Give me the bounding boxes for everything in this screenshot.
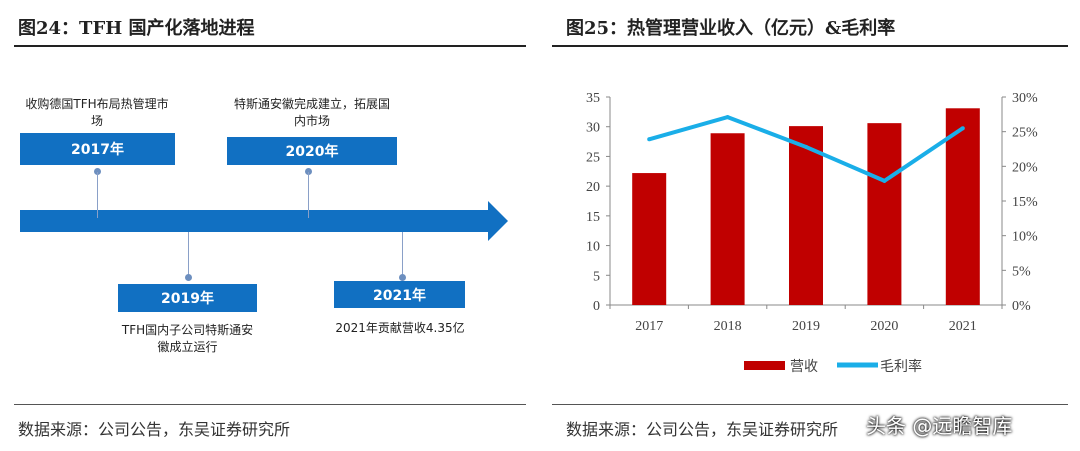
x-tick-label: 2018 bbox=[714, 319, 742, 334]
timeline-note-2020: 特斯通安徽完成建立，拓展国内市场 bbox=[233, 97, 390, 128]
timeline-stem bbox=[402, 232, 403, 276]
timeline-stem bbox=[308, 172, 309, 218]
left-title-rule bbox=[14, 45, 526, 47]
left-tick-label: 10 bbox=[586, 240, 600, 255]
left-tick-label: 30 bbox=[586, 121, 600, 136]
timeline-year-2021: 2021年 bbox=[334, 281, 465, 308]
timeline-arrow-head-icon bbox=[488, 201, 508, 241]
timeline-dot bbox=[305, 168, 312, 175]
timeline-arrow-shaft bbox=[20, 210, 490, 232]
bar-2021 bbox=[945, 108, 980, 305]
margin-point-2019 bbox=[804, 144, 808, 149]
left-tick-label: 5 bbox=[593, 269, 600, 284]
x-tick-label: 2021 bbox=[949, 319, 977, 334]
timeline-note-2019: TFH国内子公司特斯通安徽成立运行 bbox=[121, 323, 254, 354]
legend-label-revenue: 营收 bbox=[790, 359, 818, 375]
left-footer-rule bbox=[14, 404, 526, 405]
right-tick-label: 20% bbox=[1012, 160, 1038, 175]
margin-point-2020 bbox=[882, 178, 887, 183]
bar-2020 bbox=[867, 123, 902, 305]
legend-label-margin: 毛利率 bbox=[880, 358, 922, 375]
right-figure-title: 图25：热管理营业收入（亿元）&毛利率 bbox=[566, 18, 896, 39]
left-source-note: 数据来源：公司公告，东吴证券研究所 bbox=[18, 420, 291, 439]
margin-point-2021 bbox=[960, 126, 965, 131]
legend-swatch-revenue bbox=[744, 361, 785, 370]
margin-point-2017 bbox=[647, 137, 652, 142]
timeline-dot bbox=[185, 274, 192, 281]
timeline-dot bbox=[399, 274, 406, 281]
timeline-note-2017: 收购德国TFH布局热管理市场 bbox=[25, 97, 169, 128]
right-tick-label: 25% bbox=[1012, 126, 1038, 141]
right-source-note: 数据来源：公司公告，东吴证券研究所 bbox=[566, 420, 839, 439]
left-tick-label: 15 bbox=[586, 210, 600, 225]
right-tick-label: 0% bbox=[1012, 299, 1031, 314]
timeline-stem bbox=[97, 172, 98, 218]
right-tick-label: 30% bbox=[1012, 91, 1038, 106]
timeline-year-2020: 2020年 bbox=[227, 137, 397, 165]
timeline-year-2019: 2019年 bbox=[118, 284, 257, 312]
timeline-stem bbox=[188, 232, 189, 276]
bar-2019 bbox=[789, 126, 823, 306]
right-tick-label: 15% bbox=[1012, 195, 1038, 210]
left-tick-label: 35 bbox=[586, 91, 600, 106]
x-tick-label: 2020 bbox=[870, 319, 898, 334]
x-tick-label: 2017 bbox=[635, 319, 663, 334]
bar-2018 bbox=[710, 133, 745, 305]
margin-point-2018 bbox=[725, 115, 730, 120]
timeline-year-2017: 2017年 bbox=[20, 133, 175, 165]
right-tick-label: 5% bbox=[1012, 264, 1031, 279]
left-tick-label: 20 bbox=[586, 180, 600, 195]
right-tick-label: 10% bbox=[1012, 230, 1038, 245]
left-figure-title: 图24：TFH 国产化落地进程 bbox=[18, 18, 255, 39]
bar-2017 bbox=[632, 173, 667, 305]
timeline-dot bbox=[94, 168, 101, 175]
right-title-rule bbox=[552, 45, 1068, 47]
timeline-note-2021: 2021年贡献营收4.35亿 bbox=[335, 321, 465, 335]
left-tick-label: 25 bbox=[586, 150, 600, 165]
left-tick-label: 0 bbox=[593, 299, 600, 314]
watermark: 头条 @远瞻智库 bbox=[866, 414, 1013, 438]
x-tick-label: 2019 bbox=[792, 319, 820, 334]
right-footer-rule bbox=[552, 404, 1068, 405]
